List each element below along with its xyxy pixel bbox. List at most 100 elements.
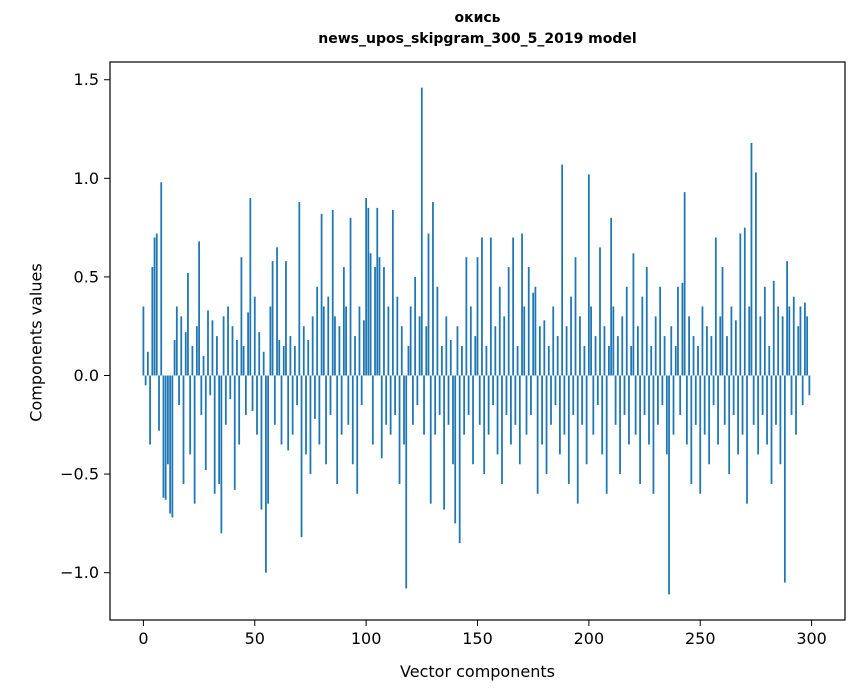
bar: [665, 375, 668, 455]
bar: [171, 375, 174, 518]
bar: [543, 320, 546, 376]
bar: [801, 375, 804, 406]
bar: [367, 207, 370, 376]
bar: [173, 340, 176, 376]
bar: [612, 306, 615, 376]
bar: [391, 209, 394, 376]
bar: [516, 345, 519, 376]
bar: [202, 355, 205, 376]
bar: [489, 237, 492, 376]
bar: [703, 375, 706, 435]
bar: [169, 375, 172, 514]
bar: [420, 87, 423, 376]
bar: [781, 316, 784, 376]
bar: [465, 257, 468, 376]
bar: [153, 237, 156, 376]
bar: [280, 375, 283, 445]
bar: [623, 375, 626, 415]
bar: [461, 345, 463, 376]
bar: [596, 375, 599, 406]
bar: [334, 316, 336, 376]
bar: [565, 326, 568, 376]
y-axis-label: Components values: [26, 263, 46, 422]
bar: [808, 375, 811, 396]
bar: [412, 375, 414, 425]
bar: [472, 375, 474, 465]
bar: [354, 336, 356, 376]
bar: [518, 375, 521, 465]
bar: [191, 345, 194, 376]
bar: [750, 142, 753, 376]
bar: [610, 217, 613, 376]
bar: [654, 316, 657, 376]
bar: [302, 326, 305, 376]
bar: [732, 375, 735, 415]
bar: [336, 375, 339, 484]
bar: [378, 257, 381, 376]
bar: [748, 306, 751, 376]
bar: [496, 375, 499, 455]
bar: [601, 375, 604, 455]
bar: [641, 296, 644, 376]
bar: [380, 375, 383, 459]
bar: [249, 198, 252, 376]
bar: [494, 326, 497, 376]
bar: [222, 316, 225, 376]
bar: [269, 306, 272, 376]
bar: [726, 336, 728, 376]
bar: [492, 375, 494, 406]
x-tick-label: 200: [574, 629, 605, 648]
bar: [454, 375, 457, 524]
bar: [563, 375, 566, 435]
bar: [432, 201, 434, 376]
bar: [650, 345, 653, 376]
bar: [396, 296, 399, 376]
bar: [403, 375, 405, 445]
bar: [220, 375, 223, 534]
bar: [467, 375, 470, 415]
y-tick-label: −0.5: [60, 465, 99, 484]
bar: [175, 306, 178, 376]
bar: [797, 326, 800, 376]
bar: [213, 375, 216, 494]
bar: [258, 332, 261, 376]
bar: [699, 375, 702, 494]
bar: [730, 306, 733, 376]
bar: [233, 375, 236, 490]
bar: [445, 316, 448, 376]
bar: [743, 227, 746, 376]
bar: [463, 375, 466, 435]
bar: [734, 320, 737, 376]
bar: [768, 345, 771, 376]
bar: [476, 257, 479, 376]
x-tick-label: 0: [138, 629, 148, 648]
bar: [652, 375, 655, 494]
bar: [485, 345, 488, 376]
bar: [193, 375, 196, 504]
bar: [182, 375, 185, 484]
bar: [409, 306, 412, 376]
bar: [574, 257, 577, 376]
bar: [592, 375, 595, 435]
bar: [788, 306, 791, 376]
bar: [414, 276, 417, 376]
chart-title: окись: [454, 10, 501, 26]
bar: [423, 375, 425, 435]
bar: [772, 280, 775, 376]
bar: [289, 336, 292, 376]
bar: [327, 296, 330, 376]
bar: [242, 345, 245, 376]
bar: [659, 286, 662, 376]
bar: [728, 375, 731, 475]
bar: [440, 345, 443, 376]
bar: [253, 296, 256, 376]
bar: [759, 316, 762, 376]
bar: [338, 326, 341, 376]
bar: [683, 192, 686, 376]
bar: [721, 267, 724, 376]
bar: [240, 257, 243, 376]
bar: [636, 326, 639, 376]
bar: [155, 233, 158, 376]
bar: [474, 336, 477, 376]
bar: [521, 233, 523, 376]
